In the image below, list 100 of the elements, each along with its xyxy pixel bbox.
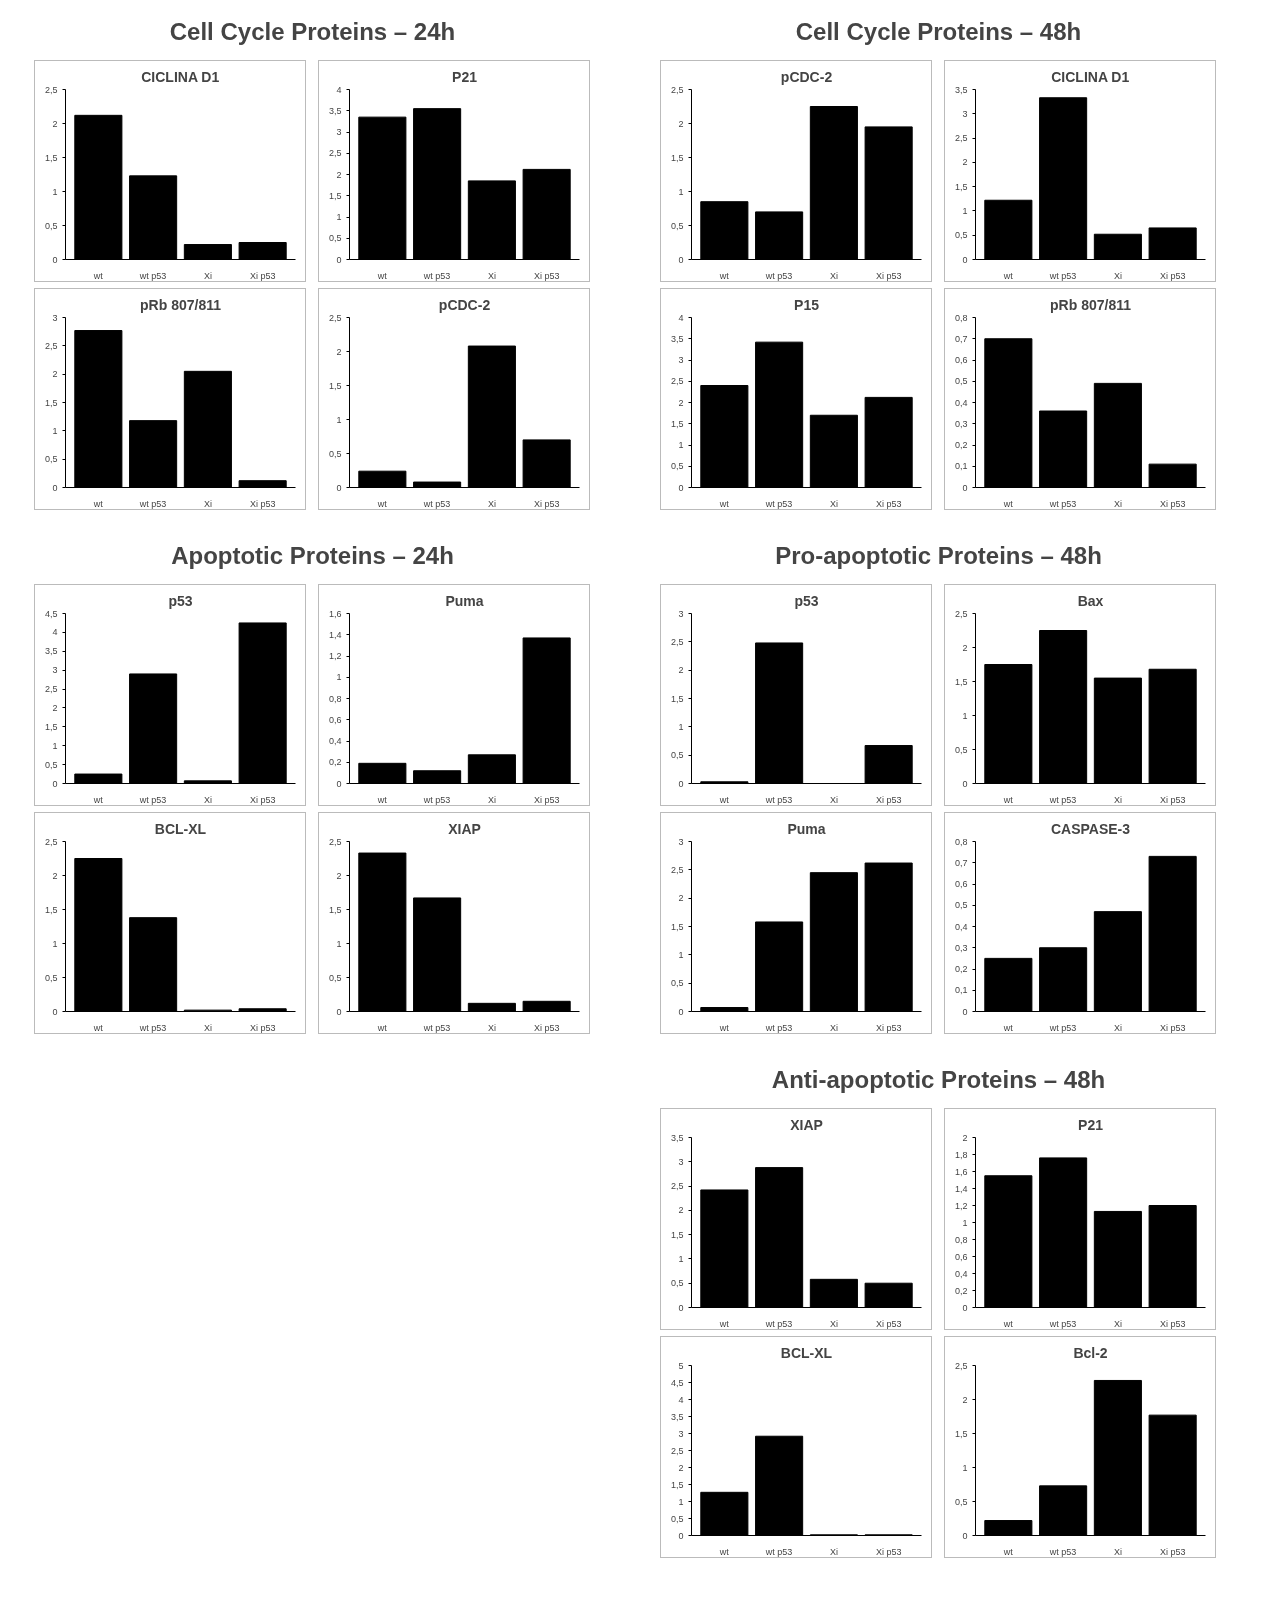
x-tick-label: wt [718, 1022, 730, 1033]
y-tick-label: 3 [336, 127, 342, 137]
chart-title: CICLINA D1 [1051, 68, 1130, 85]
y-tick-label: 2,5 [670, 376, 684, 387]
y-tick-label: 3,5 [670, 1132, 684, 1143]
y-tick-label: 1,5 [328, 904, 342, 915]
y-tick-label: 0,4 [328, 736, 342, 746]
y-tick-label: 0,6 [954, 355, 968, 365]
x-tick-label: wt p53 [422, 270, 451, 281]
y-tick-label: 5 [678, 1360, 684, 1371]
x-tick-label: wt [718, 498, 730, 509]
x-tick-label: Xi p53 [875, 1022, 902, 1033]
y-tick-label: 2 [678, 893, 684, 904]
x-tick-label: Xi [487, 1022, 496, 1033]
x-tick-label: Xi [829, 498, 838, 509]
y-tick-label: 3,5 [328, 105, 342, 116]
y-tick-label: 1 [52, 425, 58, 436]
x-tick-label: Xi p53 [875, 498, 902, 509]
x-tick-label: wt p53 [764, 1022, 793, 1033]
x-tick-label: Xi p53 [875, 1318, 902, 1329]
y-tick-label: 0,7 [954, 857, 968, 868]
y-tick-label: 0 [678, 482, 684, 493]
y-tick-label: 1 [336, 938, 342, 949]
x-tick-label: wt [92, 1022, 104, 1033]
y-tick-label: 2,5 [44, 836, 58, 847]
x-tick-label: Xi [203, 498, 212, 509]
x-tick-label: Xi [829, 1022, 838, 1033]
y-tick-label: 2 [678, 665, 684, 676]
y-tick-label: 0,5 [670, 1278, 684, 1289]
y-tick-label: 1,5 [670, 152, 684, 163]
y-tick-label: 0 [678, 1302, 684, 1313]
x-tick-label: wt [376, 270, 388, 281]
y-tick-label: 2 [962, 157, 968, 168]
y-tick-label: 0,8 [954, 312, 968, 323]
y-tick-label: 1,2 [954, 1200, 968, 1211]
x-tick-label: wt p53 [1048, 794, 1077, 805]
x-tick-label: Xi p53 [875, 270, 902, 281]
y-tick-label: 1 [678, 949, 684, 960]
y-tick-label: 0,5 [670, 978, 684, 989]
y-tick-label: 4 [678, 312, 684, 323]
y-tick-label: 2 [336, 346, 342, 357]
y-tick-label: 4,5 [670, 1377, 684, 1388]
x-tick-label: wt [718, 1318, 730, 1329]
y-tick-label: 1 [678, 1496, 684, 1507]
y-tick-label: 3 [678, 1156, 684, 1167]
y-tick-label: 0 [962, 1530, 968, 1541]
x-tick-label: Xi [1113, 270, 1122, 281]
x-tick-label: Xi [1113, 794, 1122, 805]
x-tick-label: Xi p53 [1159, 270, 1186, 281]
y-tick-label: 3,5 [670, 333, 684, 344]
x-tick-label: Xi p53 [249, 1022, 276, 1033]
chart-title: pRb 807/811 [140, 296, 222, 313]
chart-title: P21 [1078, 1116, 1104, 1133]
x-tick-label: Xi p53 [249, 794, 276, 805]
x-tick-label: Xi p53 [533, 498, 560, 509]
y-tick-label: 1,4 [328, 629, 342, 640]
y-tick-label: 2 [52, 369, 58, 380]
y-tick-label: 2,5 [670, 1445, 684, 1456]
y-tick-label: 0,5 [44, 972, 58, 983]
text: Cell Cycle Proteins – 24h [169, 17, 456, 45]
y-tick-label: 1,5 [954, 1428, 968, 1439]
y-tick-label: 0 [52, 482, 58, 493]
text: Apoptotic Proteins – 24h [171, 541, 454, 569]
y-tick-label: 0,1 [954, 985, 968, 996]
y-tick-label: 0 [336, 778, 342, 789]
x-tick-label: Xi p53 [533, 270, 560, 281]
y-tick-label: 1,6 [328, 608, 342, 619]
y-tick-label: 1,5 [954, 676, 968, 687]
y-tick-label: 4 [52, 627, 58, 638]
text: Pro-apoptotic Proteins – 48h [775, 541, 1102, 569]
y-tick-label: 1 [52, 740, 58, 751]
y-tick-label: 1,5 [670, 921, 684, 932]
y-tick-label: 3 [52, 665, 58, 676]
x-tick-label: wt p53 [138, 498, 167, 509]
y-tick-label: 0,8 [328, 693, 342, 704]
y-tick-label: 2 [962, 642, 968, 653]
chart-title: P15 [794, 296, 820, 313]
y-tick-label: 0,4 [954, 397, 968, 408]
x-tick-label: Xi p53 [249, 498, 276, 509]
y-tick-label: 2,5 [670, 864, 684, 875]
y-tick-label: 2,5 [328, 148, 342, 159]
y-tick-label: 1,5 [670, 1229, 684, 1240]
x-tick-label: wt p53 [422, 794, 451, 805]
y-tick-label: 0,5 [954, 230, 968, 241]
y-tick-label: 0,6 [954, 879, 968, 889]
x-tick-label: wt p53 [1048, 1546, 1077, 1557]
y-tick-label: 1,5 [328, 380, 342, 391]
y-tick-label: 0,2 [954, 1285, 968, 1296]
y-tick-label: 1,6 [954, 1166, 968, 1177]
x-tick-label: wt p53 [764, 270, 793, 281]
x-tick-label: Xi [203, 1022, 212, 1033]
x-tick-label: Xi p53 [1159, 794, 1186, 805]
y-tick-label: 1 [678, 721, 684, 732]
y-tick-label: 2 [678, 1205, 684, 1216]
y-tick-label: 2 [52, 870, 58, 881]
x-tick-label: Xi p53 [249, 270, 276, 281]
x-tick-label: wt p53 [764, 498, 793, 509]
y-tick-label: 0,3 [954, 942, 968, 953]
y-tick-label: 0,5 [328, 972, 342, 983]
y-tick-label: 0,5 [954, 900, 968, 911]
